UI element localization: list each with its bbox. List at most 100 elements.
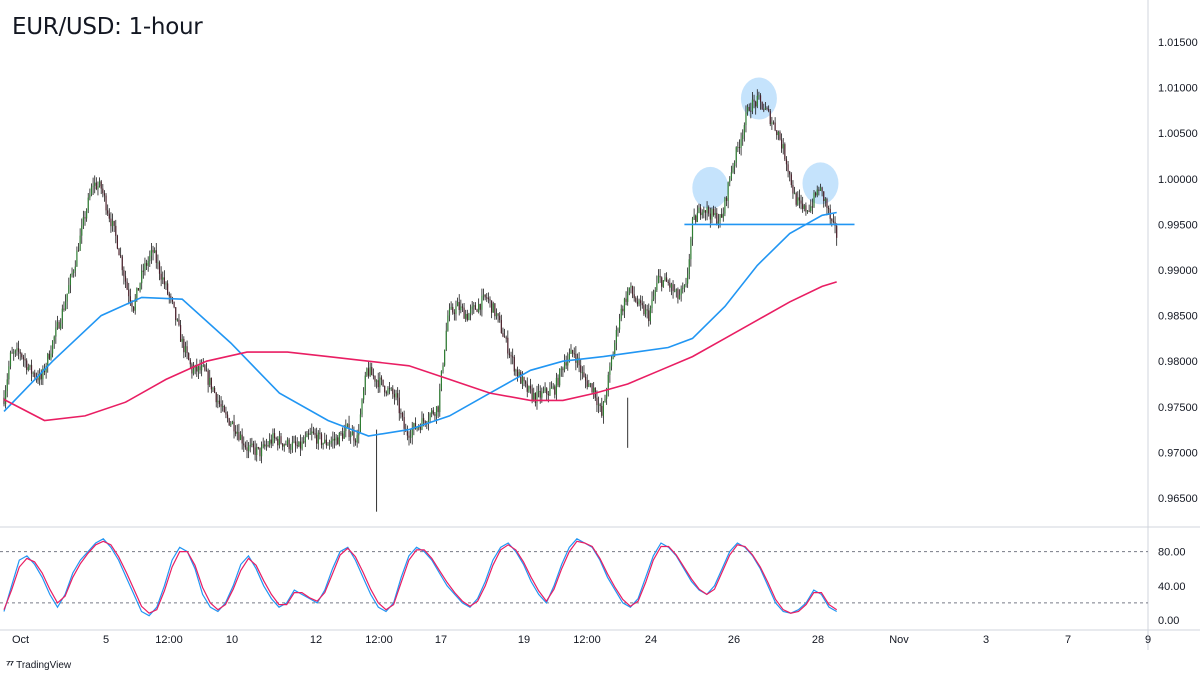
candle-up — [134, 298, 136, 311]
candle-down — [408, 435, 410, 438]
candle-up — [345, 426, 347, 432]
candle-down — [307, 433, 310, 435]
candle-up — [358, 431, 360, 436]
candle-down — [572, 350, 574, 354]
candle-down — [385, 392, 387, 394]
candle-up — [536, 391, 538, 403]
candle-up — [552, 386, 554, 388]
candle-up — [154, 250, 156, 253]
candle-down — [288, 439, 290, 450]
candle-up — [61, 308, 63, 324]
slow-moving-average-line — [3, 281, 837, 422]
candle-down — [811, 206, 813, 208]
candle-up — [230, 423, 232, 426]
candle-up — [236, 431, 238, 434]
candle-down — [502, 333, 504, 337]
candle-down — [643, 305, 645, 315]
candle-up — [139, 283, 141, 291]
candle-down — [422, 418, 425, 422]
candle-down — [333, 438, 336, 441]
candle-up — [176, 319, 178, 321]
candle-down — [137, 288, 140, 291]
candle-down — [712, 208, 715, 216]
stochastic-layer — [3, 538, 838, 617]
candle-up — [162, 277, 164, 280]
candle-up — [533, 393, 535, 400]
candle-up — [395, 393, 397, 398]
candle-down — [512, 356, 514, 358]
candle-down — [295, 441, 297, 446]
candle-down — [244, 445, 246, 448]
candle-down — [580, 365, 582, 373]
candle-down — [525, 381, 527, 384]
candle-up — [262, 444, 264, 447]
candle-up — [678, 295, 681, 299]
candle-up — [674, 291, 676, 293]
candle-down — [400, 413, 402, 415]
candle-up — [714, 212, 716, 216]
candle-down — [633, 294, 635, 299]
candle-down — [781, 139, 783, 149]
candle-down — [516, 369, 519, 377]
candle-down — [646, 309, 648, 311]
candle-up — [66, 293, 68, 302]
candle-up — [560, 368, 562, 370]
candle-up — [366, 368, 368, 376]
candle-up — [50, 353, 52, 359]
candle-up — [478, 303, 480, 312]
candle-down — [700, 207, 702, 216]
time-tick-label: Oct — [12, 634, 29, 646]
candle-down — [21, 353, 23, 358]
candle-down — [748, 106, 750, 111]
candle-down — [815, 192, 817, 196]
candle-up — [56, 322, 59, 328]
candle-up — [751, 99, 754, 112]
candle-down — [77, 250, 80, 252]
candle-down — [489, 299, 491, 301]
candle-up — [442, 365, 444, 371]
candle-down — [124, 276, 127, 282]
candle-up — [670, 284, 673, 288]
stoch-tick-label: 40.00 — [1158, 581, 1186, 593]
candle-up — [290, 448, 292, 450]
candle-up — [317, 432, 319, 444]
candle-down — [372, 375, 374, 377]
candle-up — [614, 343, 616, 355]
candle-up — [685, 283, 687, 286]
candle-up — [429, 413, 431, 420]
candle-up — [346, 423, 349, 427]
candle-down — [513, 357, 515, 372]
candle-down — [353, 431, 355, 441]
candle-up — [734, 162, 736, 167]
time-tick-label: 12:00 — [155, 634, 183, 646]
candle-down — [738, 147, 741, 149]
candle-up — [265, 445, 268, 447]
candle-down — [641, 303, 643, 306]
candle-down — [487, 297, 489, 300]
candle-up — [756, 95, 758, 107]
candle-up — [272, 433, 274, 444]
candle-up — [819, 187, 822, 191]
time-tick-label: 9 — [1145, 634, 1151, 646]
candle-up — [597, 404, 600, 406]
candle-up — [518, 372, 520, 377]
candle-down — [380, 377, 383, 380]
candle-down — [578, 357, 580, 366]
candle-up — [76, 250, 78, 267]
candle-up — [570, 350, 572, 354]
candle-up — [52, 341, 54, 354]
candle-down — [121, 256, 123, 271]
candle-up — [656, 282, 658, 291]
candle-up — [698, 207, 700, 213]
candle-up — [657, 275, 660, 283]
tradingview-brand[interactable]: ⁷⁷ TradingView — [6, 659, 71, 671]
candle-up — [427, 419, 430, 424]
candle-up — [351, 431, 353, 436]
candle-down — [123, 270, 125, 277]
candle-up — [559, 369, 561, 386]
price-tick-label: 0.99500 — [1158, 219, 1198, 231]
candle-down — [625, 298, 627, 302]
candle-up — [619, 318, 621, 330]
candle-up — [719, 214, 721, 222]
candle-down — [48, 353, 50, 359]
